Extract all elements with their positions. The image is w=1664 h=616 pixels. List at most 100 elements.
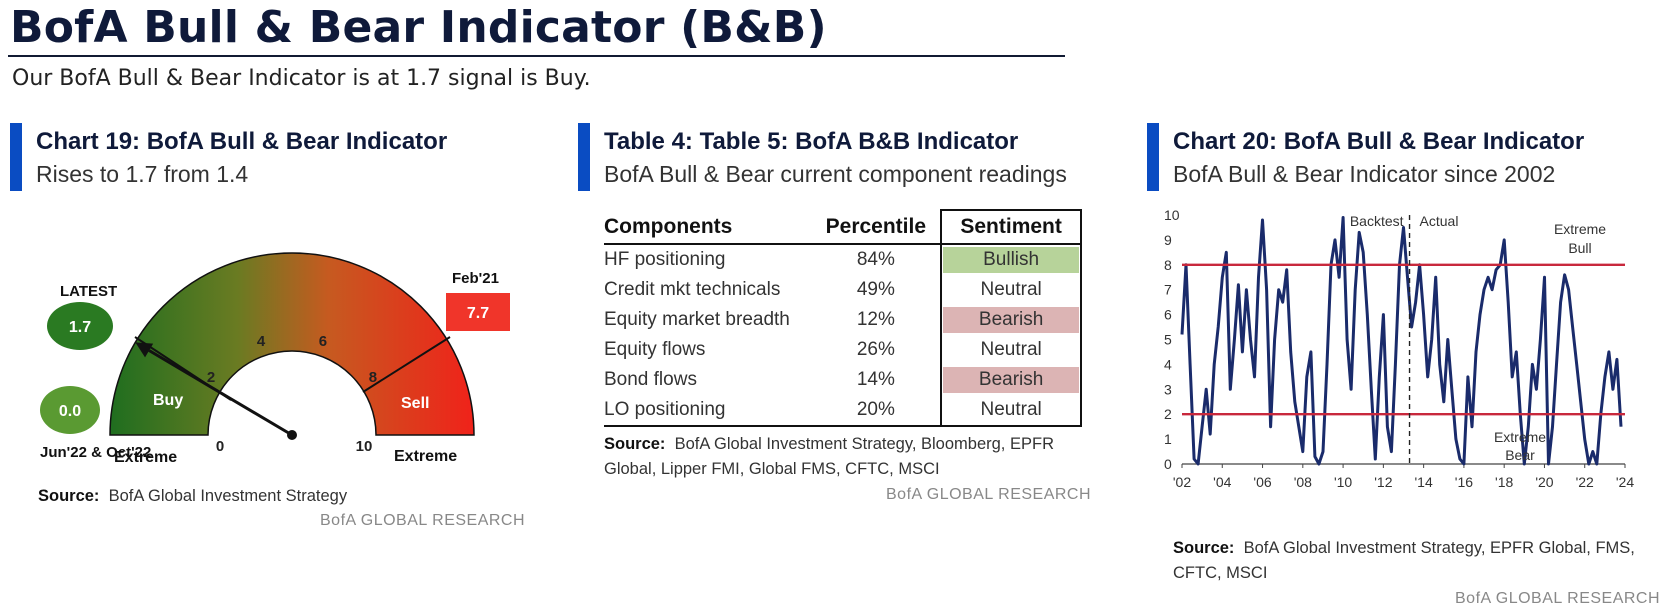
component-name: HF positioning — [604, 249, 726, 270]
left-source-label: Source: — [38, 487, 100, 505]
component-name: Equity flows — [604, 339, 706, 360]
latest-label: LATEST — [60, 283, 117, 300]
gauge-zone-buy: Buy — [153, 392, 183, 409]
extreme-bear-label-2: Bear — [1505, 447, 1535, 463]
gauge-needle-head — [135, 342, 154, 358]
sentiment-badge: Neutral — [980, 279, 1042, 300]
gauge-divider-right — [362, 336, 451, 393]
y-tick-label: 10 — [1164, 210, 1180, 223]
sentiment-badge: Bullish — [943, 247, 1079, 273]
y-tick-label: 6 — [1164, 307, 1172, 323]
component-name: Credit mkt technicals — [604, 279, 781, 300]
left-panel-research: BofA GLOBAL RESEARCH — [320, 512, 526, 529]
latest-marker-value: 1.7 — [69, 319, 91, 336]
gauge-tick-label: 0 — [216, 438, 224, 455]
sentiment-badge: Bearish — [943, 367, 1079, 393]
x-tick-label: '14 — [1415, 474, 1433, 490]
y-tick-label: 4 — [1164, 356, 1172, 372]
table-header-row: Components Percentile Sentiment — [604, 209, 1082, 245]
gauge-tick-label: 8 — [369, 369, 377, 386]
component-percentile: 14% — [856, 369, 895, 390]
y-tick-label: 2 — [1164, 406, 1172, 422]
line-chart: 0 1 2 3 4 5 6 7 8 9 10 '02 '04 '06 '08 '10 '12 '14 '16 '18 '… — [1164, 210, 1634, 490]
col-header-components: Components — [604, 210, 812, 245]
y-tick-label: 1 — [1164, 431, 1172, 447]
y-tick-label: 7 — [1164, 282, 1172, 298]
gauge-needle — [148, 349, 293, 437]
y-tick-label: 9 — [1164, 232, 1172, 248]
latest-marker — [47, 302, 113, 350]
middle-panel-heading: Table 4: Table 5: BofA B&B Indicator — [604, 128, 1019, 155]
table-row: Credit mkt technicals 49% Neutral — [604, 275, 1082, 305]
x-tick-label: '20 — [1535, 474, 1553, 490]
right-source-text: BofA Global Investment Strategy, EPFR Gl… — [1173, 539, 1635, 582]
sentiment-badge: Bearish — [943, 307, 1079, 333]
gauge-tick-label: 10 — [356, 438, 373, 455]
gauge-arc — [109, 252, 475, 436]
component-sentiment-cell: Bearish — [940, 365, 1082, 395]
component-name: Bond flows — [604, 369, 697, 390]
x-tick-label: '10 — [1334, 474, 1352, 490]
component-sentiment-cell: Neutral — [940, 275, 1082, 305]
right-panel-heading: Chart 20: BofA Bull & Bear Indicator — [1173, 128, 1585, 155]
page-subtitle: Our BofA Bull & Bear Indicator is at 1.7… — [12, 66, 591, 91]
left-panel-heading: Chart 19: BofA Bull & Bear Indicator — [36, 128, 448, 155]
middle-panel-source: Source: BofA Global Investment Strategy,… — [604, 432, 1074, 482]
x-tick-label: '22 — [1576, 474, 1594, 490]
middle-panel-subheading: BofA Bull & Bear current component readi… — [604, 161, 1067, 187]
component-sentiment-cell: Bullish — [940, 244, 1082, 275]
right-panel-source: Source: BofA Global Investment Strategy,… — [1173, 536, 1643, 586]
middle-panel-accent-bar — [578, 123, 590, 191]
components-table: Components Percentile Sentiment HF posit… — [604, 209, 1082, 427]
gauge-tick-label: 4 — [257, 333, 266, 350]
table-row: Equity flows 26% Neutral — [604, 335, 1082, 365]
component-percentile: 49% — [856, 279, 895, 300]
component-sentiment-cell: Neutral — [940, 395, 1082, 427]
middle-source-text: BofA Global Investment Strategy, Bloombe… — [604, 435, 1054, 478]
gauge-tick-label: 2 — [207, 369, 215, 386]
series-line — [1180, 216, 1623, 466]
high-marker-label: Feb'21 — [452, 270, 499, 287]
right-panel-subheading: BofA Bull & Bear Indicator since 2002 — [1173, 161, 1556, 187]
component-percentile: 20% — [811, 395, 942, 427]
x-tick-label: '24 — [1616, 474, 1634, 490]
low-marker — [40, 386, 100, 434]
x-tick-label: '12 — [1374, 474, 1392, 490]
component-percentile: 26% — [856, 339, 895, 360]
col-header-percentile: Percentile — [811, 210, 942, 245]
left-panel-accent-bar — [10, 123, 22, 191]
gauge-zone-sell: Sell — [401, 395, 429, 412]
x-tick-label: '18 — [1495, 474, 1513, 490]
extreme-bull-label-2: Bull — [1568, 240, 1591, 256]
component-name: Equity market breadth — [604, 309, 790, 330]
gauge-zone-extreme-right: Extreme — [394, 448, 457, 465]
component-sentiment-cell: Bearish — [940, 305, 1082, 335]
low-marker-value: 0.0 — [59, 403, 81, 420]
x-tick-label: '04 — [1213, 474, 1231, 490]
actual-label: Actual — [1420, 213, 1459, 229]
x-tick-label: '02 — [1173, 474, 1191, 490]
page-title: BofA Bull & Bear Indicator (B&B) — [10, 2, 827, 53]
gauge-zone-extreme-left: Extreme — [114, 449, 177, 466]
left-panel-source: Source: BofA Global Investment Strategy — [38, 484, 518, 509]
y-tick-label: 8 — [1164, 257, 1172, 273]
table-row: Bond flows 14% Bearish — [604, 365, 1082, 395]
right-panel-research: BofA GLOBAL RESEARCH — [1455, 590, 1661, 607]
component-percentile: 12% — [856, 309, 895, 330]
right-panel-accent-bar — [1147, 123, 1159, 191]
high-marker-box — [446, 293, 510, 331]
backtest-label: Backtest — [1350, 213, 1404, 229]
sentiment-badge: Neutral — [980, 339, 1042, 360]
y-tick-label: 3 — [1164, 381, 1172, 397]
x-tick-label: '06 — [1253, 474, 1271, 490]
col-header-sentiment: Sentiment — [940, 209, 1082, 245]
component-percentile: 84% — [856, 249, 895, 270]
extreme-bull-label-1: Extreme — [1554, 221, 1606, 237]
x-tick-label: '16 — [1455, 474, 1473, 490]
title-rule — [8, 55, 1065, 57]
middle-source-label: Source: — [604, 435, 666, 453]
left-source-text: BofA Global Investment Strategy — [108, 487, 348, 505]
gauge-pivot — [287, 430, 297, 440]
low-marker-label: Jun'22 & Oct'22 — [40, 444, 151, 461]
